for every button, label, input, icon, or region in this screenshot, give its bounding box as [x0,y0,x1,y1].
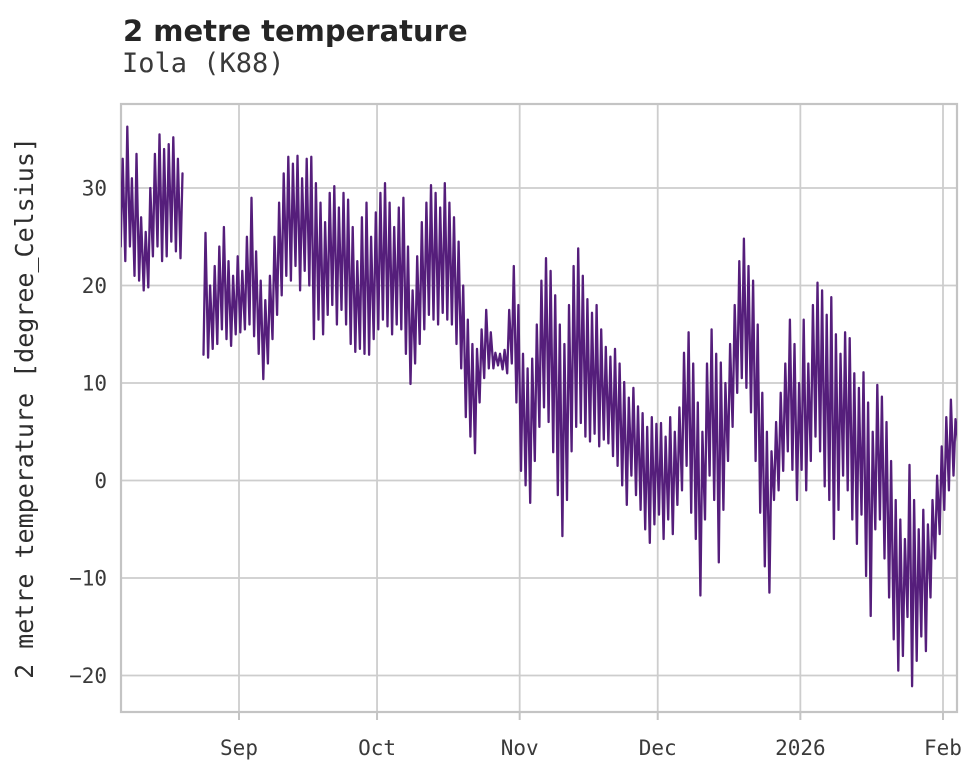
chart-title: 2 metre temperature [123,14,468,48]
chart-subtitle: Iola (K88) [122,48,285,79]
y-tick-label: 10 [82,372,107,396]
x-tick-label: Sep [220,736,258,760]
temperature-line [121,125,957,688]
x-tick-label: Dec [639,736,677,760]
x-tick-label: Nov [501,736,539,760]
y-tick-label: 30 [82,177,107,201]
y-tick-label: −10 [69,567,107,591]
y-axis-label: 2 metre temperature [degree_Celsius] [10,137,39,679]
y-tick-label: −20 [69,664,107,688]
x-tick-label: 2026 [775,736,826,760]
y-tick-label: 0 [94,469,107,493]
y-tick-label: 20 [82,274,107,298]
plot-border [119,102,959,714]
x-tick-label: Oct [358,736,396,760]
x-tick-label: Feb [924,736,962,760]
